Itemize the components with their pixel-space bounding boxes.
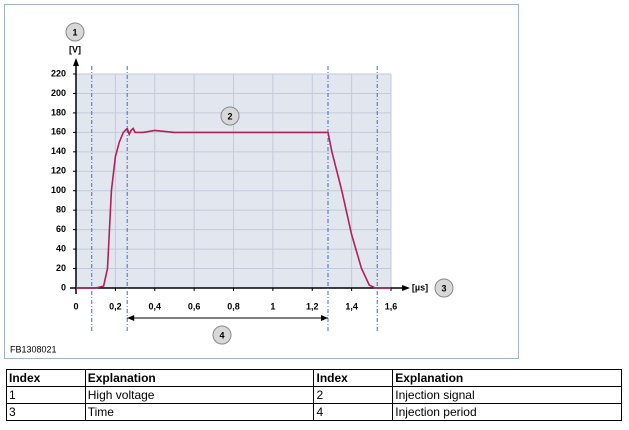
table-cell: 3	[6, 403, 86, 421]
line	[76, 127, 391, 289]
table-cell: 4	[313, 403, 394, 421]
x-tick-label: 0,8	[227, 301, 240, 311]
callout	[220, 106, 240, 126]
y-tick-label: 180	[51, 107, 66, 117]
x-tick-label: 0,4	[148, 301, 161, 311]
y-tick-label: 20	[56, 263, 66, 273]
callout	[434, 278, 454, 298]
y-tick-label: 200	[51, 88, 66, 98]
x-tick-label: 0,6	[188, 301, 201, 311]
y-tick-label: 100	[51, 185, 66, 195]
table-cell: 2	[313, 386, 394, 404]
y-tick-label: 120	[51, 166, 66, 176]
legend-table: Index Explanation Index Explanation 1 High vo…	[6, 369, 622, 421]
table-cell: Explanation	[392, 369, 622, 387]
table-row: Index Explanation Index Explanation	[6, 369, 622, 387]
table-cell: 1	[6, 386, 86, 404]
table-cell: Injection period	[392, 403, 622, 421]
x-tick-label: 1	[270, 301, 275, 311]
callout-label: 2	[227, 111, 232, 121]
table-cell: Explanation	[84, 369, 315, 387]
chart: [V] [µs] FB1308021 020406080100120140160…	[4, 4, 519, 359]
callout-label: 3	[441, 283, 446, 293]
table-row: 3 Time 4 Injection period	[6, 403, 622, 421]
x-tick-label: 1,2	[306, 301, 319, 311]
callout-label: 1	[72, 27, 77, 37]
y-tick-label: 40	[56, 243, 66, 253]
table-cell: Time	[84, 403, 315, 421]
table-cell: Injection signal	[392, 386, 622, 404]
callout	[65, 22, 85, 42]
y-tick-label: 80	[56, 205, 66, 215]
x-arrow	[402, 285, 410, 291]
x-tick-label: 0	[73, 301, 78, 311]
y-unit: [V]	[69, 44, 81, 54]
table-row: 1 High voltage 2 Injection signal	[6, 386, 622, 404]
callout-label: 4	[219, 330, 224, 340]
y-arrow	[73, 58, 79, 66]
table-cell: Index	[6, 369, 86, 387]
x-tick-label: 1,6	[385, 301, 398, 311]
table-cell: High voltage	[84, 386, 315, 404]
y-tick-label: 60	[56, 224, 66, 234]
table-cell: Index	[313, 369, 394, 387]
y-tick-label: 0	[61, 282, 66, 292]
x-tick-label: 0,2	[109, 301, 122, 311]
x-tick-label: 1,4	[345, 301, 358, 311]
x-unit: [µs]	[412, 282, 428, 292]
y-tick-label: 220	[51, 68, 66, 78]
callout	[212, 325, 232, 345]
y-tick-label: 140	[51, 146, 66, 156]
y-tick-label: 160	[51, 127, 66, 137]
figure-id: FB1308021	[10, 344, 57, 354]
